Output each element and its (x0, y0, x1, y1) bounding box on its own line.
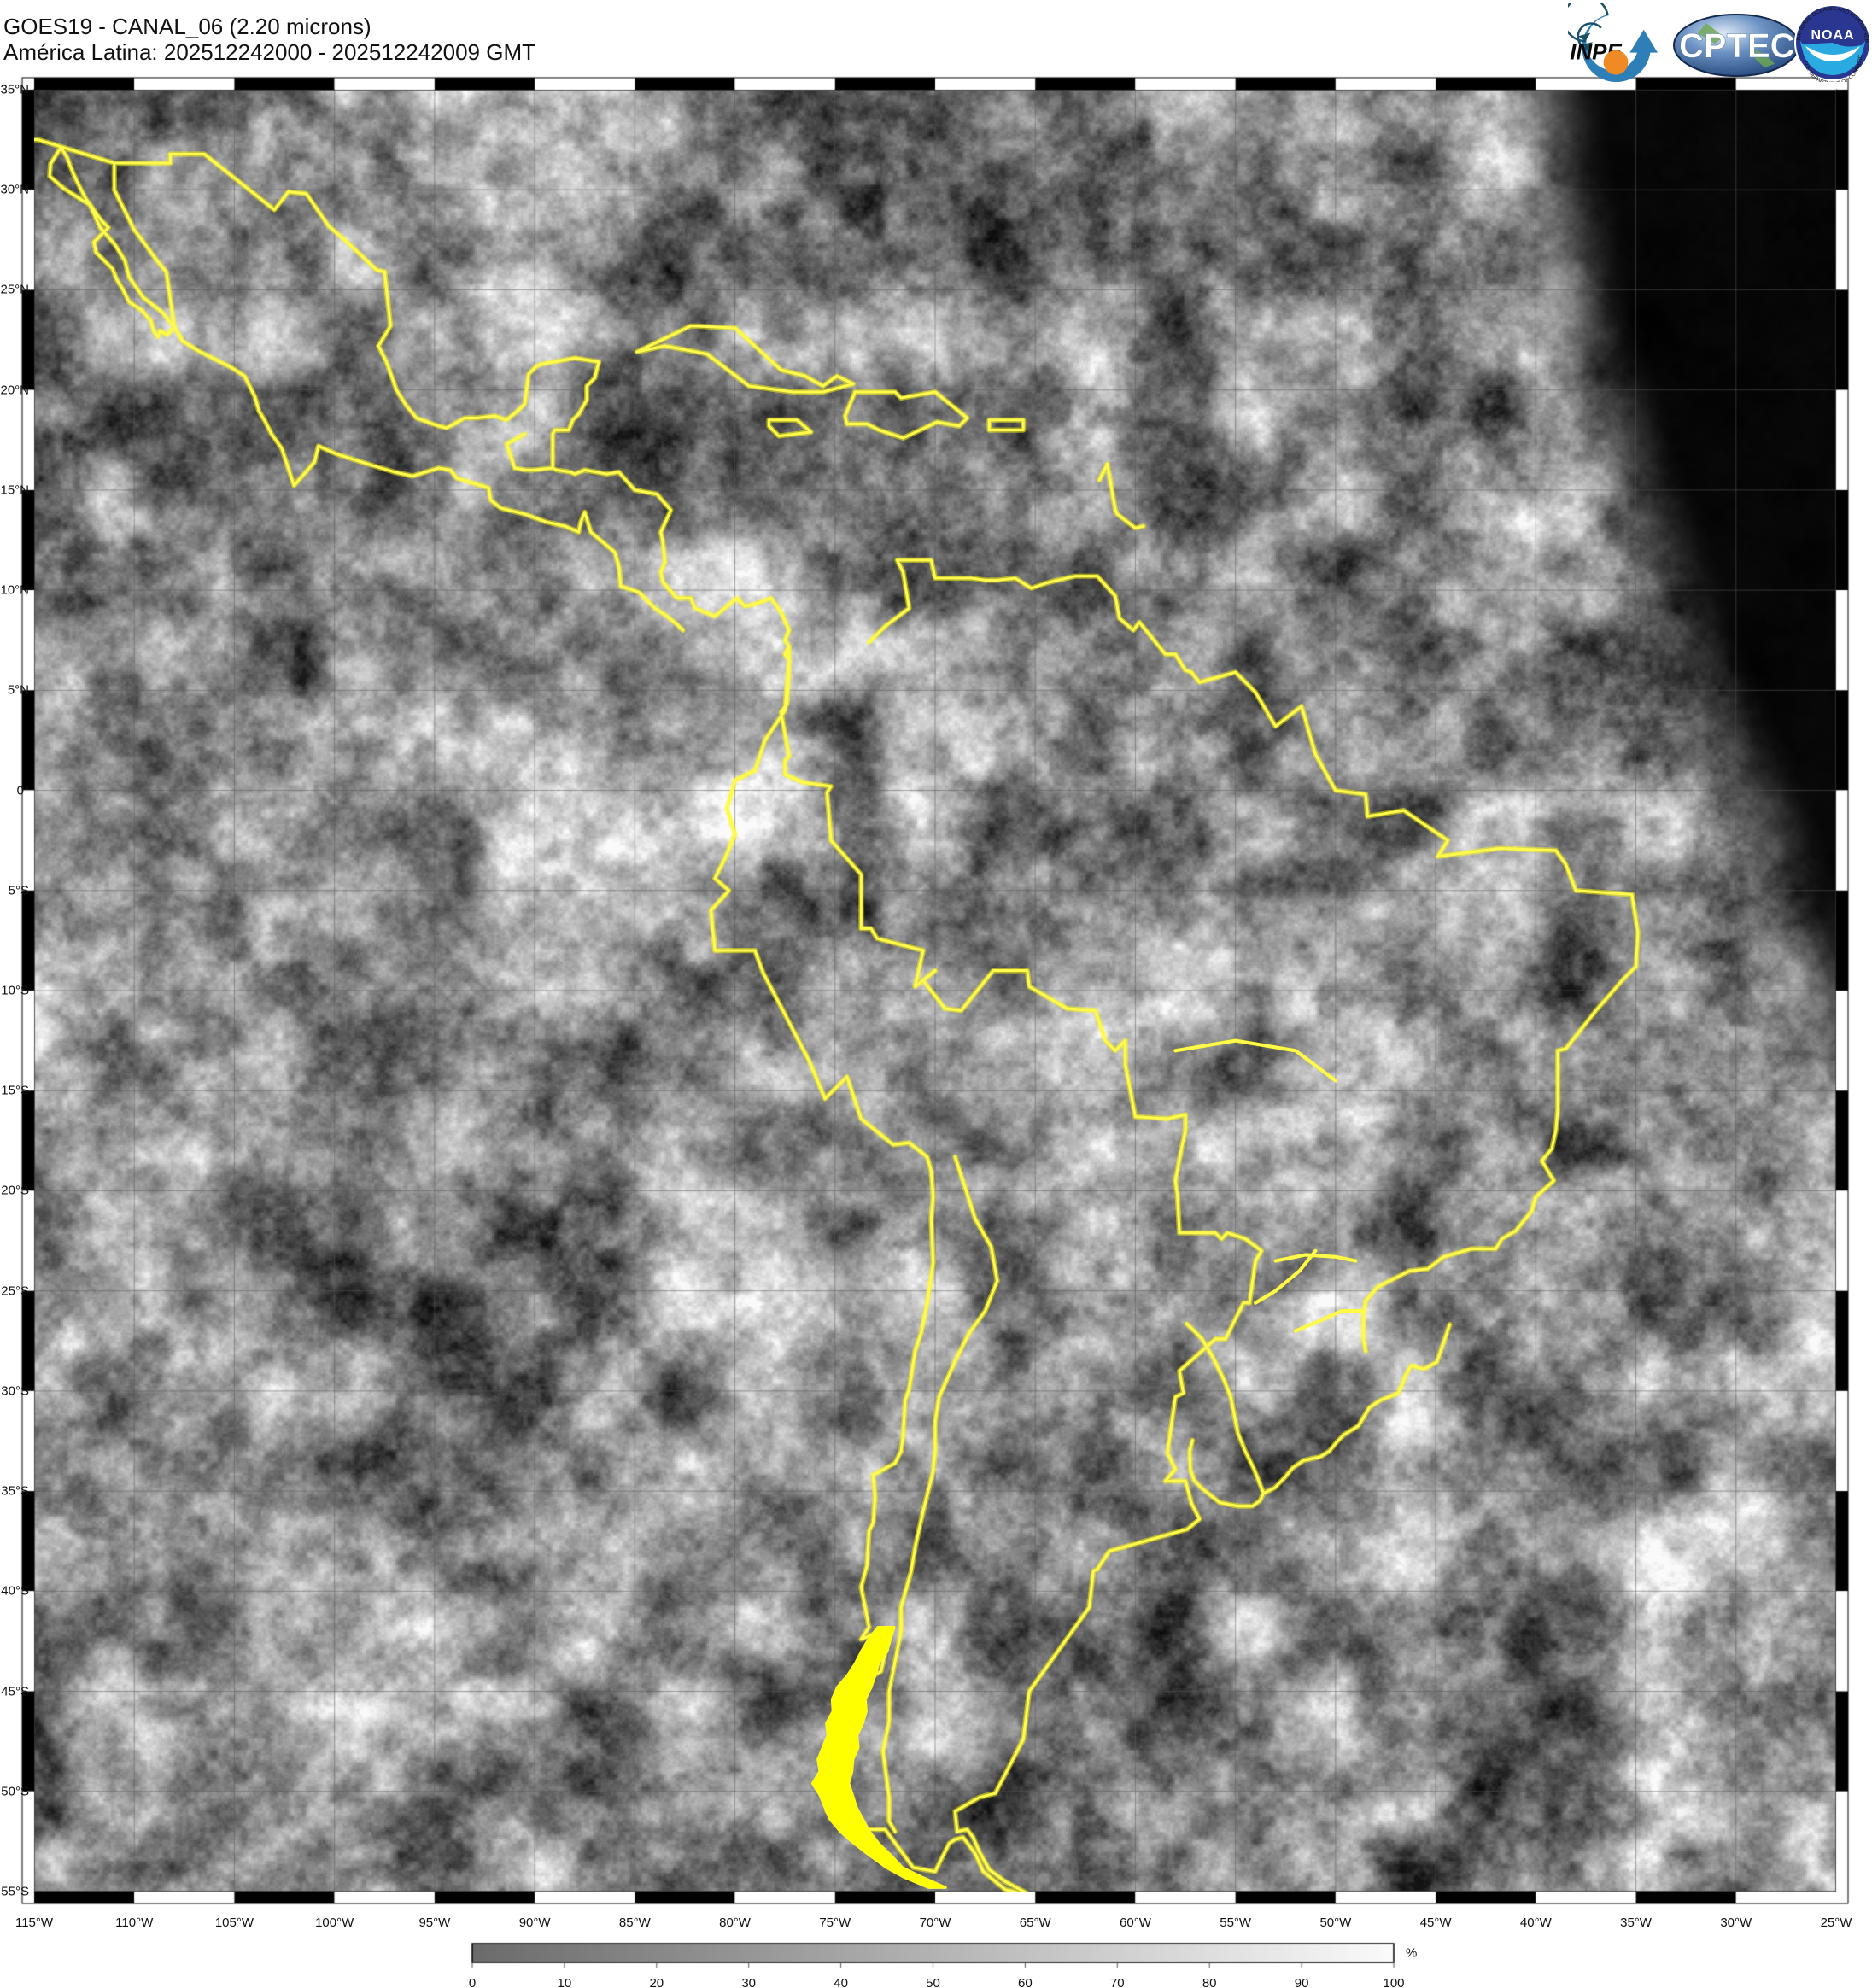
svg-text:CPTEC: CPTEC (1679, 27, 1795, 65)
svg-text:NOAA: NOAA (1811, 28, 1854, 43)
